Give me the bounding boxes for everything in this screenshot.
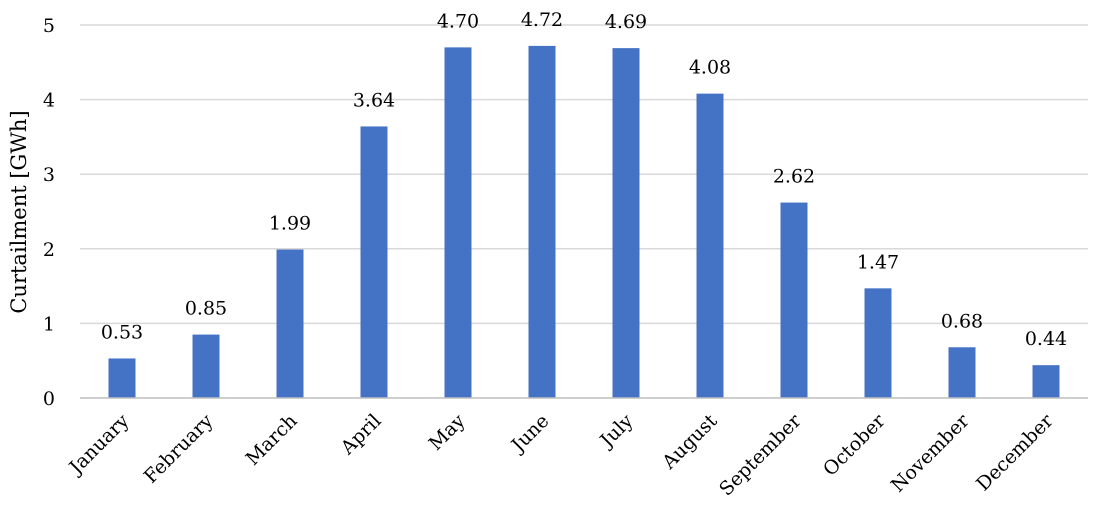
bar [864,288,892,398]
x-category-label: February [140,410,218,488]
y-tick-label: 3 [43,164,55,186]
y-tick-label: 0 [43,388,55,410]
y-tick-label: 4 [43,90,55,112]
data-label: 0.68 [941,310,983,332]
data-labels: 0.53 0.85 1.99 3.64 4.70 4.72 4.69 4.08 2.62 1.47… [101,9,1067,350]
data-label: 1.47 [857,251,899,273]
x-category-label: November [887,409,974,496]
x-category-label: January [64,410,134,480]
data-label: 4.69 [605,11,647,33]
bar [948,347,976,398]
data-label: 4.08 [689,57,731,79]
y-tick-label: 1 [43,313,55,335]
bar [276,249,304,398]
y-tick-label: 2 [43,239,55,261]
x-category-label: March [242,410,302,470]
x-axis-categories: January February March April May June July Augu… [64,409,1058,500]
data-label: 4.70 [437,10,479,32]
data-label: 0.53 [101,321,143,343]
y-axis-ticks: 0 1 2 3 4 5 [43,15,55,410]
x-category-label: June [506,410,554,458]
y-tick-label: 5 [43,15,55,37]
x-category-label: October [819,409,890,480]
bar [696,93,724,398]
data-label: 4.72 [521,9,563,31]
bar [1032,365,1060,398]
x-category-label: August [657,410,721,474]
x-category-label: May [425,410,470,455]
bar [192,334,220,398]
x-category-label: April [336,410,386,460]
gridlines [80,24,1088,325]
bar [444,47,472,398]
x-category-label: December [972,409,1058,495]
bar [528,45,556,398]
bar [612,48,640,398]
x-category-label: September [715,409,806,500]
bar [780,202,808,398]
y-axis-title: Curtailment [GWh] [7,110,31,313]
data-label: 1.99 [269,213,311,235]
data-label: 2.62 [773,166,815,188]
bar [360,126,388,399]
bar [108,358,136,398]
data-label: 0.85 [185,298,227,320]
bars [108,45,1060,399]
data-label: 3.64 [353,89,395,111]
data-label: 0.44 [1025,328,1067,350]
x-category-label: July [595,410,638,453]
